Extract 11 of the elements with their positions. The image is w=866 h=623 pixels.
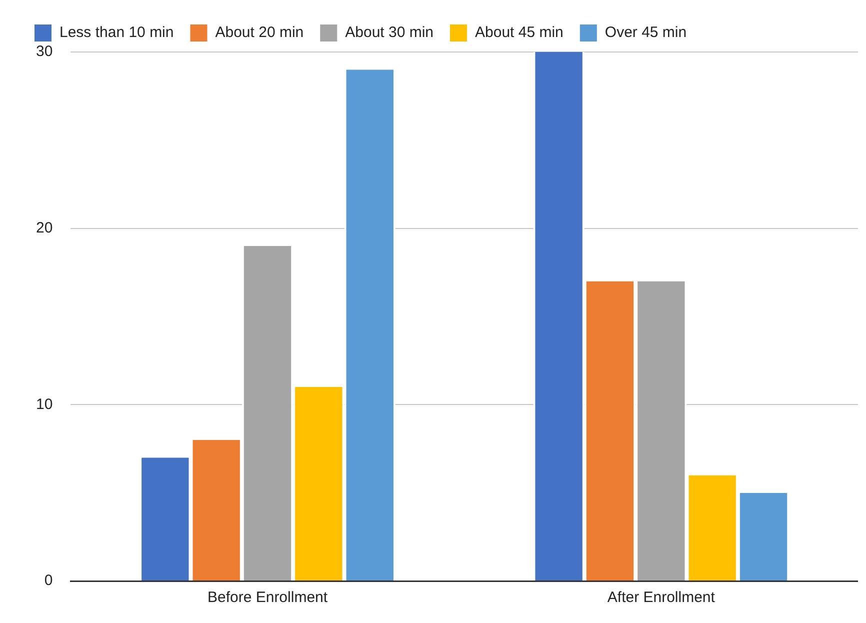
legend-label: About 30 min	[345, 24, 434, 42]
legend-label: About 45 min	[475, 24, 564, 42]
x-tick-label: Before Enrollment	[207, 589, 328, 606]
y-tick-label: 30	[36, 43, 53, 60]
y-tick-label: 10	[36, 396, 53, 413]
legend-label: About 20 min	[215, 24, 304, 42]
y-tick-label: 0	[44, 572, 53, 590]
x-tick-label: After Enrollment	[607, 589, 716, 606]
legend-label: Less than 10 min	[60, 24, 174, 42]
legend-label: Over 45 min	[604, 24, 687, 42]
y-tick-label: 20	[36, 219, 53, 236]
